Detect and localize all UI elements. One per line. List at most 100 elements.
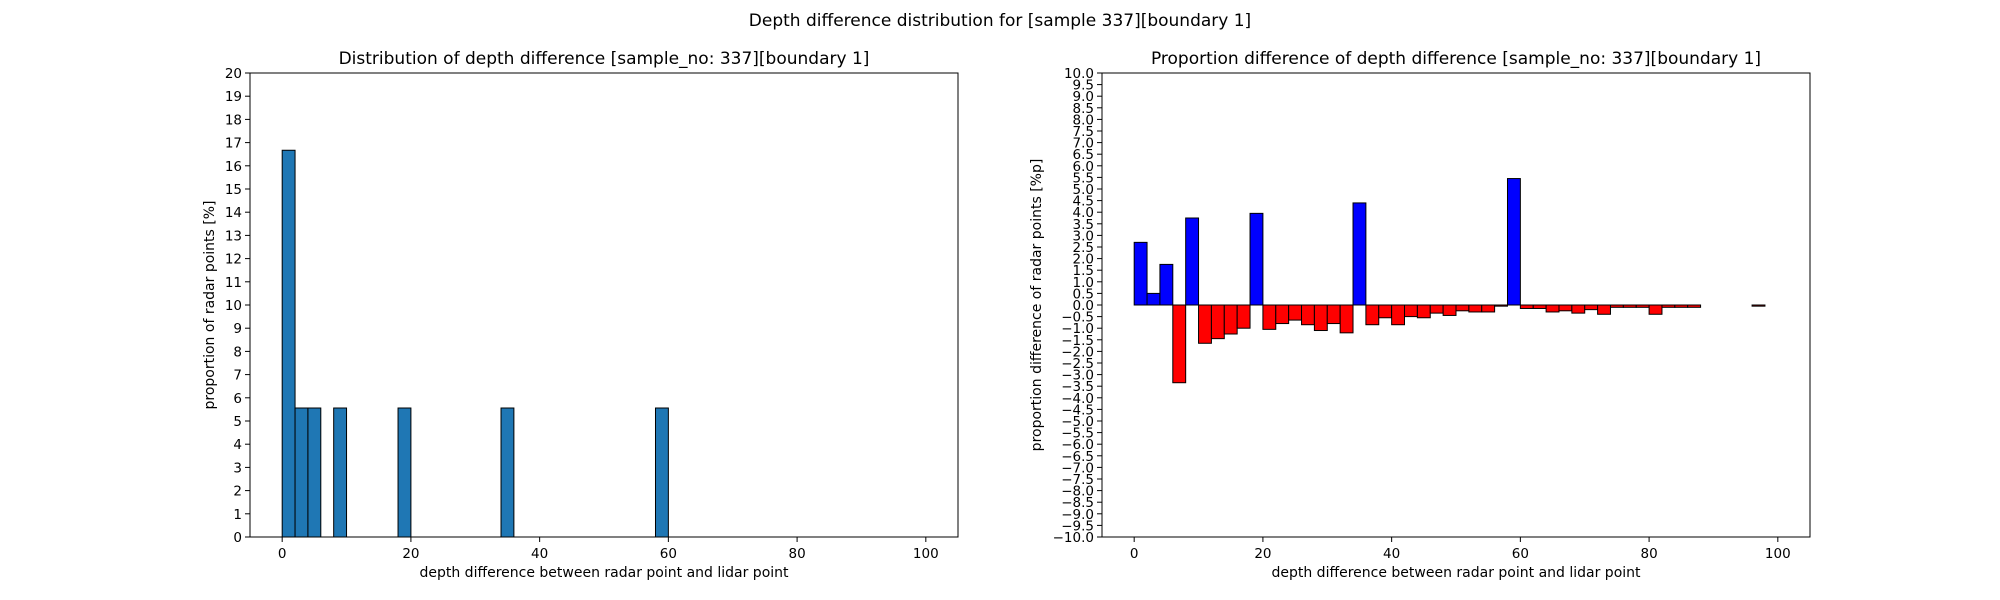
chart-1-bar bbox=[1494, 304, 1508, 307]
chart-left-axes-frame bbox=[249, 72, 959, 538]
chart-0-x-tick-label: 100 bbox=[913, 546, 939, 562]
chart-0-y-tick-label: 3 bbox=[233, 460, 242, 476]
chart-1-bar bbox=[1339, 304, 1354, 334]
chart-1-bar bbox=[1558, 304, 1573, 312]
chart-0-bar bbox=[654, 407, 669, 538]
chart-1-bar bbox=[1622, 304, 1637, 308]
chart-1-y-tick-label: −1.5 bbox=[1061, 333, 1094, 349]
chart-1-y-tick-label: −3.5 bbox=[1061, 379, 1094, 395]
chart-0-bar bbox=[294, 407, 309, 538]
chart-0-bar bbox=[307, 407, 322, 538]
chart-1-bar bbox=[1391, 304, 1406, 326]
chart-0-y-tick-label: 5 bbox=[233, 414, 242, 430]
chart-1-x-tick-label: 100 bbox=[1765, 546, 1791, 562]
chart-1-bar bbox=[1404, 304, 1418, 318]
chart-1-bar bbox=[1648, 304, 1663, 315]
chart-1-y-tick-label: 10.0 bbox=[1064, 66, 1094, 82]
chart-1-y-tick-label: 6.5 bbox=[1073, 147, 1094, 163]
chart-1-bar bbox=[1262, 304, 1277, 330]
chart-1-y-tick-label: 3.0 bbox=[1073, 228, 1094, 244]
chart-1-bar bbox=[1236, 304, 1251, 329]
chart-1-bar bbox=[1133, 241, 1148, 306]
chart-1-bar bbox=[1352, 202, 1367, 306]
chart-1-bar bbox=[1455, 304, 1470, 312]
chart-1-bar bbox=[1584, 304, 1599, 311]
chart-1-y-tick-label: −10.0 bbox=[1053, 530, 1094, 546]
chart-0-y-tick-label: 2 bbox=[233, 484, 242, 500]
chart-1-y-tick-label: 0.5 bbox=[1073, 286, 1094, 302]
chart-0-y-tick-label: 6 bbox=[233, 391, 242, 407]
chart-1-y-tick-label: 2.5 bbox=[1073, 240, 1094, 256]
chart-1-bar bbox=[1635, 304, 1650, 308]
chart-1-y-tick-label: −8.0 bbox=[1061, 484, 1094, 500]
chart-1-bar bbox=[1687, 304, 1702, 308]
chart-right-ylabel: proportion difference of radar points [%… bbox=[1029, 159, 1045, 452]
chart-0-y-tick-label: 14 bbox=[225, 205, 242, 221]
chart-1-bar bbox=[1365, 304, 1380, 326]
chart-1-bar bbox=[1532, 304, 1547, 309]
chart-1-y-tick-label: −7.0 bbox=[1061, 460, 1094, 476]
chart-1-bar bbox=[1609, 304, 1624, 308]
chart-1-bar bbox=[1751, 304, 1766, 307]
chart-1-bar bbox=[1661, 304, 1676, 308]
chart-1-bar bbox=[1481, 304, 1496, 313]
chart-1-y-tick-label: −0.5 bbox=[1061, 310, 1094, 326]
chart-1-y-tick-label: 1.0 bbox=[1073, 275, 1094, 291]
chart-1-bar bbox=[1545, 304, 1560, 313]
chart-1-y-tick-label: −7.5 bbox=[1061, 472, 1094, 488]
chart-0-y-tick-label: 0 bbox=[233, 530, 242, 546]
chart-0-y-tick-label: 10 bbox=[225, 298, 242, 314]
chart-left-xlabel: depth difference between radar point and… bbox=[419, 565, 789, 581]
chart-1-y-tick-label: −2.0 bbox=[1061, 344, 1094, 360]
chart-1-y-tick-label: 8.5 bbox=[1073, 101, 1094, 117]
chart-1-bar bbox=[1172, 304, 1187, 384]
chart-1-bar bbox=[1571, 304, 1586, 314]
chart-0-y-tick-label: 20 bbox=[225, 66, 242, 82]
chart-left: Distribution of depth difference [sample… bbox=[202, 49, 959, 581]
chart-1-y-tick-label: −5.5 bbox=[1061, 426, 1094, 442]
chart-1-bar bbox=[1519, 304, 1534, 309]
chart-1-bar bbox=[1326, 304, 1341, 325]
chart-1-y-tick-label: 6.0 bbox=[1073, 159, 1094, 175]
chart-0-y-tick-label: 8 bbox=[233, 344, 242, 360]
chart-1-y-tick-label: −1.0 bbox=[1061, 321, 1094, 337]
chart-0-y-tick-label: 17 bbox=[225, 136, 242, 152]
chart-1-y-tick-label: 7.0 bbox=[1073, 136, 1094, 152]
chart-1-y-tick-label: 4.5 bbox=[1073, 194, 1094, 210]
figure-suptitle: Depth difference distribution for [sampl… bbox=[749, 11, 1251, 31]
chart-1-y-tick-label: −8.5 bbox=[1061, 495, 1094, 511]
chart-1-bar bbox=[1416, 304, 1431, 319]
chart-1-bar bbox=[1442, 304, 1457, 316]
chart-1-y-tick-label: 4.0 bbox=[1073, 205, 1094, 221]
chart-0-x-tick-label: 20 bbox=[402, 546, 419, 562]
chart-1-bar bbox=[1468, 304, 1483, 313]
chart-1-y-tick-label: −3.0 bbox=[1061, 368, 1094, 384]
chart-1-bar bbox=[1378, 304, 1393, 319]
chart-right: Proportion difference of depth differenc… bbox=[1029, 49, 1811, 581]
chart-1-bar bbox=[1223, 304, 1238, 335]
chart-1-y-tick-label: −9.5 bbox=[1061, 518, 1094, 534]
chart-0-bar bbox=[397, 407, 412, 538]
chart-right-xlabel: depth difference between radar point and… bbox=[1271, 565, 1641, 581]
chart-left-ylabel: proportion of radar points [%] bbox=[202, 200, 218, 409]
chart-1-y-tick-label: 3.5 bbox=[1073, 217, 1094, 233]
chart-1-bar bbox=[1275, 304, 1290, 325]
chart-0-y-tick-label: 19 bbox=[225, 89, 242, 105]
chart-left-title: Distribution of depth difference [sample… bbox=[339, 49, 870, 69]
chart-1-bar bbox=[1301, 304, 1315, 326]
chart-0-y-tick-label: 18 bbox=[225, 112, 242, 128]
chart-1-y-tick-label: 7.5 bbox=[1073, 124, 1094, 140]
chart-1-bar bbox=[1313, 304, 1328, 332]
chart-1-x-tick-label: 20 bbox=[1254, 546, 1271, 562]
chart-0-y-tick-label: 12 bbox=[225, 252, 242, 268]
chart-0-bar bbox=[333, 407, 348, 538]
chart-right-plot-area: 0 20 40 60 80 100 −10.0−9.5−9.0−8.5−8.0−7.5−7.… bbox=[1053, 66, 1791, 562]
chart-1-y-tick-label: 2.0 bbox=[1073, 252, 1094, 268]
chart-1-bar bbox=[1185, 217, 1200, 306]
chart-1-bar bbox=[1506, 178, 1521, 306]
chart-0-x-tick-label: 0 bbox=[278, 546, 287, 562]
chart-1-y-tick-label: −5.0 bbox=[1061, 414, 1094, 430]
chart-1-y-tick-label: −9.0 bbox=[1061, 507, 1094, 523]
chart-1-bar bbox=[1288, 304, 1303, 321]
chart-1-bar bbox=[1597, 304, 1611, 315]
